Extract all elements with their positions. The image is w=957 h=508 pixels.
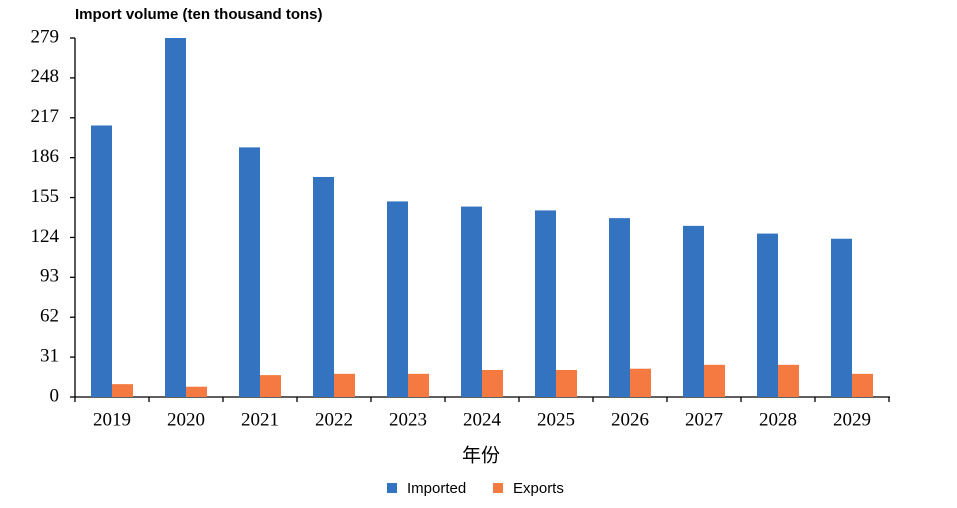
bar (704, 364, 725, 397)
bar (683, 225, 704, 397)
bar (609, 218, 630, 397)
y-tick-label: 279 (31, 26, 60, 47)
bar (334, 373, 355, 397)
bar (461, 206, 482, 397)
x-tick-label: 2022 (315, 409, 353, 430)
bar (630, 368, 651, 397)
x-tick-label: 2024 (463, 409, 502, 430)
bar (408, 373, 429, 397)
x-tick-label: 2020 (167, 409, 205, 430)
legend-label: Imported (407, 480, 466, 497)
x-tick-label: 2028 (759, 409, 797, 430)
bar (482, 369, 503, 397)
y-tick-label: 217 (31, 106, 60, 127)
y-tick-label: 0 (50, 385, 60, 406)
x-tick-label: 2026 (611, 409, 649, 430)
y-tick-label: 31 (40, 345, 59, 366)
chart-title: Import volume (ten thousand tons) (75, 6, 323, 23)
bar (831, 238, 852, 397)
bar (239, 147, 260, 397)
legend-label: Exports (513, 480, 564, 497)
bar (852, 373, 873, 397)
bar (112, 384, 133, 397)
bar (757, 233, 778, 397)
bar (91, 125, 112, 398)
bar (387, 201, 408, 397)
x-tick-label: 2019 (93, 409, 131, 430)
y-tick-label: 248 (31, 66, 60, 87)
bar (556, 369, 577, 397)
x-tick-label: 2023 (389, 409, 427, 430)
x-tick-label: 2027 (685, 409, 723, 430)
bar (535, 210, 556, 397)
x-axis-label: 年份 (462, 444, 500, 466)
bar (165, 38, 186, 397)
bar (313, 176, 334, 397)
y-tick-label: 93 (40, 266, 59, 287)
y-tick-label: 186 (31, 146, 60, 167)
bar (186, 386, 207, 397)
y-tick-label: 62 (40, 306, 59, 327)
x-tick-label: 2025 (537, 409, 575, 430)
x-tick-label: 2021 (241, 409, 279, 430)
y-tick-label: 124 (31, 226, 60, 247)
x-tick-label: 2029 (833, 409, 871, 430)
y-tick-label: 155 (31, 186, 60, 207)
legend-swatch (387, 483, 397, 493)
bar (778, 364, 799, 397)
legend-swatch (493, 483, 503, 493)
bar (260, 375, 281, 397)
